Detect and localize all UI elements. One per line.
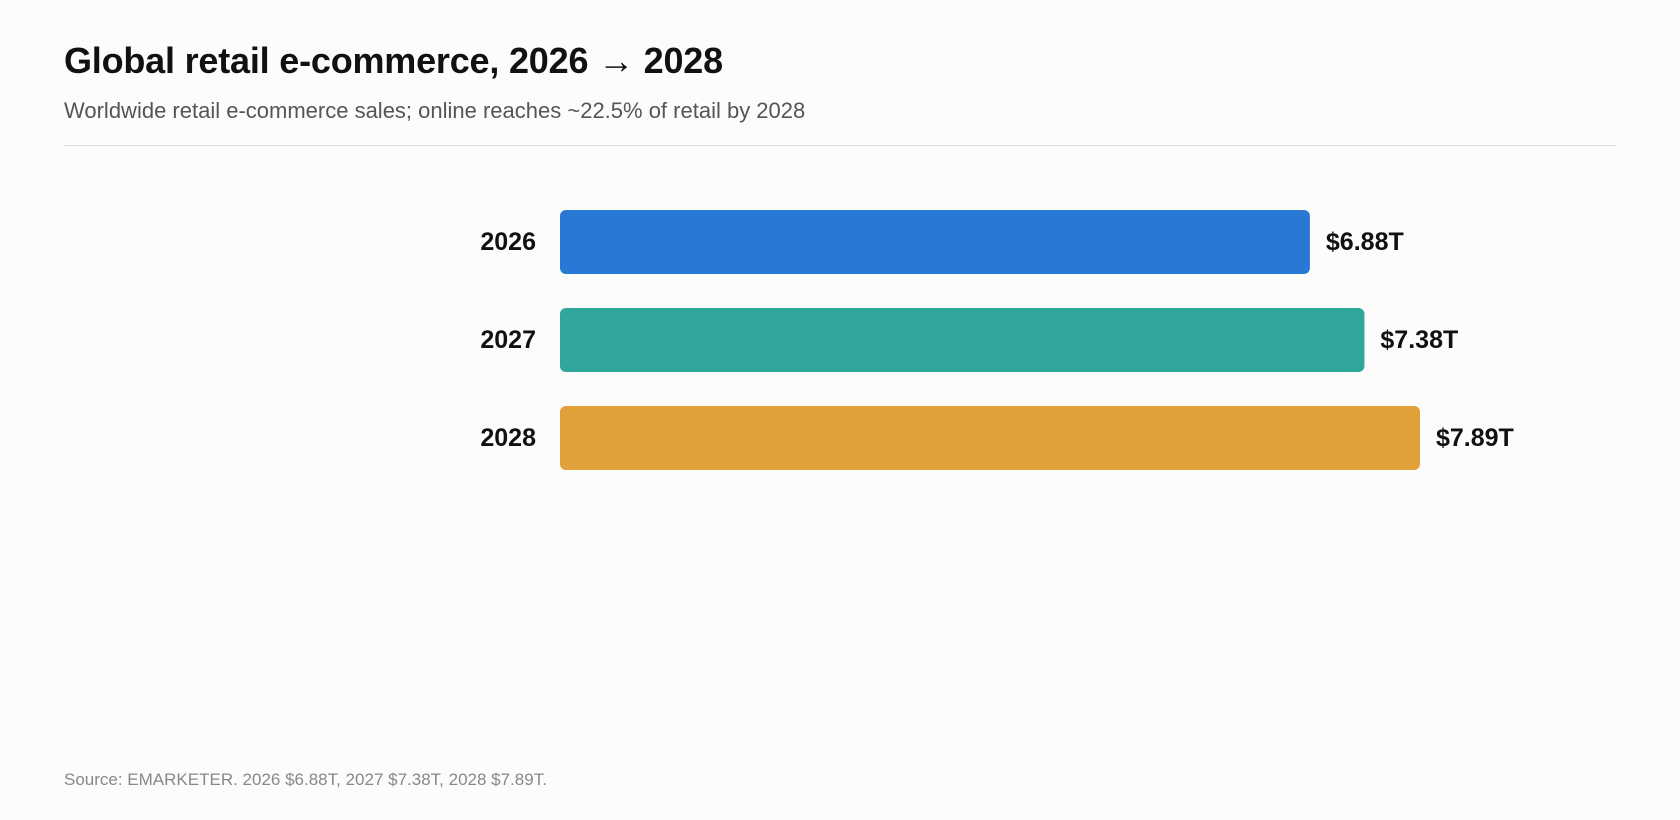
source-note: Source: EMARKETER. 2026 $6.88T, 2027 $7.… [64,770,547,789]
value-label-2026: $6.88T [1326,228,1404,256]
header-divider [64,145,1616,146]
bar-2028 [560,406,1420,470]
bar-2027 [560,308,1365,372]
bar-2026 [560,210,1310,274]
chart-title: Global retail e-commerce, 2026 → 2028 [64,40,723,81]
value-label-2027: $7.38T [1380,326,1458,354]
category-label-2027: 2027 [480,326,536,354]
bar-chart: 2026 $6.88T 2027 $7.38T 2028 $7.89T [480,210,1514,470]
chart-subtitle: Worldwide retail e-commerce sales; onlin… [64,98,806,123]
category-label-2026: 2026 [480,228,536,256]
value-label-2028: $7.89T [1436,424,1514,452]
category-label-2028: 2028 [480,424,536,452]
